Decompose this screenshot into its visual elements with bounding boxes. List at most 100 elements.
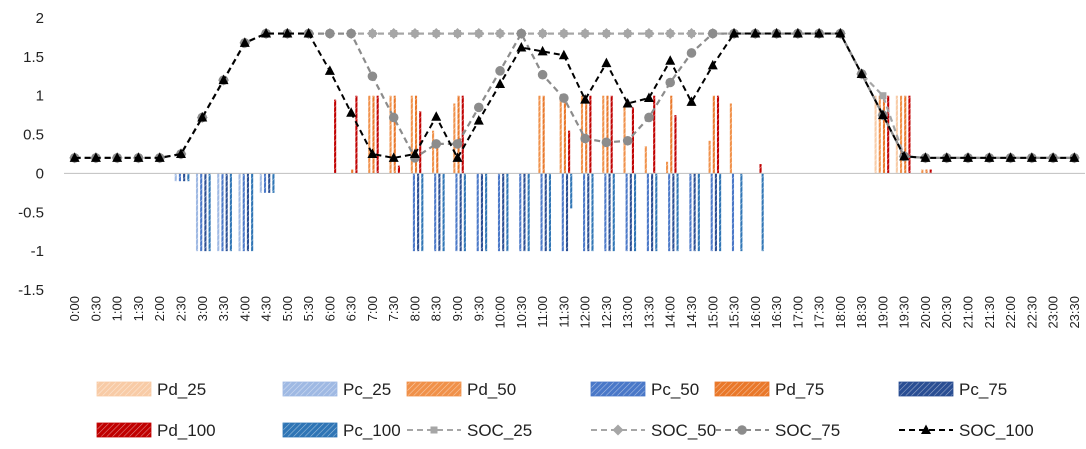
bar-pc_100-18 bbox=[463, 173, 466, 252]
point-soc_75-23 bbox=[559, 93, 569, 103]
bar-pd_75-25 bbox=[606, 95, 609, 174]
line-soc_25 bbox=[74, 32, 1075, 159]
legend-marker bbox=[430, 426, 438, 434]
legend-label: SOC_75 bbox=[775, 421, 840, 440]
bar-pd_75-28 bbox=[670, 95, 673, 174]
point-soc_100-11 bbox=[303, 28, 314, 38]
point-soc_100-7 bbox=[218, 74, 229, 85]
point-soc_100-25 bbox=[601, 57, 612, 68]
bar-pd_100-30 bbox=[716, 95, 720, 174]
point-soc_100-9 bbox=[261, 28, 272, 38]
bar-pc_75-6 bbox=[204, 173, 207, 252]
point-soc_100-37 bbox=[856, 68, 867, 78]
bar-pc_100-6 bbox=[208, 173, 211, 252]
point-soc_75-15 bbox=[388, 112, 399, 123]
bar-pd_100-27 bbox=[653, 95, 656, 174]
bar-pc_75-20 bbox=[502, 173, 505, 252]
point-soc_50-15 bbox=[388, 28, 400, 40]
bar-pc_100-22 bbox=[548, 173, 551, 252]
point-soc_50-28 bbox=[664, 28, 676, 40]
point-soc_100-23 bbox=[558, 49, 569, 60]
bar-pc_50-20 bbox=[497, 173, 501, 252]
point-soc_50-14 bbox=[366, 28, 378, 40]
point-soc_100-13 bbox=[346, 107, 357, 117]
legend: Pd_25 Pc_25 Pd_50 Pc_50 Pd_75 Pc_75 Pd_100 Pc_1… bbox=[96, 380, 1034, 440]
point-soc_100-44 bbox=[1005, 152, 1016, 162]
point-soc_100-40 bbox=[920, 152, 931, 162]
legend-label: Pc_100 bbox=[343, 421, 401, 440]
bar-pc_100-21 bbox=[527, 173, 530, 252]
bar-pd_100-15 bbox=[397, 165, 400, 174]
bar-pd_100-12 bbox=[334, 99, 337, 174]
x-tick-label: 20:30 bbox=[939, 296, 954, 329]
x-tick-label: 13:00 bbox=[620, 296, 635, 329]
bar-pd_50-16 bbox=[410, 95, 413, 174]
x-tick-label: 3:30 bbox=[216, 296, 231, 321]
bar-pc_50-24 bbox=[583, 173, 586, 252]
point-soc_75-22 bbox=[537, 69, 548, 80]
legend-swatch bbox=[282, 422, 338, 438]
point-soc_100-14 bbox=[367, 148, 378, 158]
bar-pc_100-27 bbox=[655, 173, 658, 252]
bar-pc_50-29 bbox=[689, 173, 692, 252]
point-soc_100-28 bbox=[665, 55, 676, 65]
point-soc_75-21 bbox=[516, 28, 527, 39]
bar-pd_100-39 bbox=[908, 95, 911, 174]
bar-pc_25-8 bbox=[238, 173, 241, 252]
bar-pc_100-8 bbox=[251, 173, 254, 252]
bar-pc_100-19 bbox=[485, 173, 488, 252]
legend-label: SOC_100 bbox=[959, 421, 1034, 440]
x-tick-label: 8:00 bbox=[408, 296, 423, 321]
bar-pc_100-23 bbox=[570, 173, 573, 209]
bar-pc_100-32 bbox=[761, 173, 764, 252]
bar-pc_50-22 bbox=[540, 173, 543, 252]
x-tick-label: 22:30 bbox=[1024, 296, 1039, 329]
bar-pc_100-9 bbox=[272, 173, 275, 193]
point-soc_100-16 bbox=[409, 148, 420, 158]
bar-pc_75-19 bbox=[480, 173, 483, 252]
bar-pc_25-6 bbox=[195, 173, 199, 252]
point-soc_100-5 bbox=[175, 148, 186, 158]
bar-pc_50-23 bbox=[561, 173, 564, 252]
legend-swatch bbox=[714, 381, 770, 397]
x-tick-label: 21:00 bbox=[961, 296, 976, 329]
x-tick-label: 10:30 bbox=[514, 296, 529, 329]
bar-pd_75-16 bbox=[414, 95, 418, 174]
point-soc_50-20 bbox=[494, 28, 506, 40]
x-tick-label: 5:30 bbox=[301, 296, 316, 321]
bar-pd_100-26 bbox=[631, 107, 634, 174]
bar-pd_50-15 bbox=[389, 95, 392, 174]
point-soc_100-27 bbox=[643, 92, 654, 103]
point-soc_75-28 bbox=[665, 77, 676, 88]
point-soc_50-17 bbox=[430, 28, 442, 40]
y-tick-label: 0.5 bbox=[23, 127, 44, 144]
x-tick-label: 21:30 bbox=[982, 296, 997, 329]
bar-pd_75-18 bbox=[457, 95, 460, 174]
point-soc_100-34 bbox=[792, 28, 803, 38]
legend-item-soc_25: SOC_25 bbox=[407, 421, 532, 440]
x-tick-label: 16:00 bbox=[748, 296, 763, 329]
bar-pd_100-40 bbox=[929, 169, 932, 174]
bar-pc_50-21 bbox=[519, 173, 522, 252]
x-tick-label: 15:00 bbox=[705, 296, 720, 329]
bar-pc_100-25 bbox=[612, 173, 615, 252]
point-soc_75-25 bbox=[601, 137, 612, 148]
point-soc_75-12 bbox=[325, 28, 335, 39]
legend-swatch bbox=[590, 381, 646, 397]
bar-pc_75-8 bbox=[246, 173, 249, 252]
line-soc_100 bbox=[74, 32, 1075, 160]
bar-pc_50-16 bbox=[412, 173, 415, 252]
point-soc_100-2 bbox=[112, 152, 123, 162]
bar-pc_50-30 bbox=[710, 173, 713, 252]
y-tick-label: -1.5 bbox=[18, 282, 44, 299]
bar-pc_100-24 bbox=[591, 173, 594, 252]
point-soc_50-23 bbox=[558, 28, 570, 40]
point-soc_50-18 bbox=[452, 28, 464, 40]
x-tick-label: 0:30 bbox=[88, 296, 103, 321]
point-soc_100-31 bbox=[729, 28, 740, 38]
bar-pc_100-28 bbox=[676, 173, 679, 252]
point-soc_100-6 bbox=[197, 111, 208, 122]
legend-swatch bbox=[96, 381, 152, 397]
point-soc_75-18 bbox=[452, 139, 463, 149]
bar-pc_50-18 bbox=[455, 173, 458, 252]
